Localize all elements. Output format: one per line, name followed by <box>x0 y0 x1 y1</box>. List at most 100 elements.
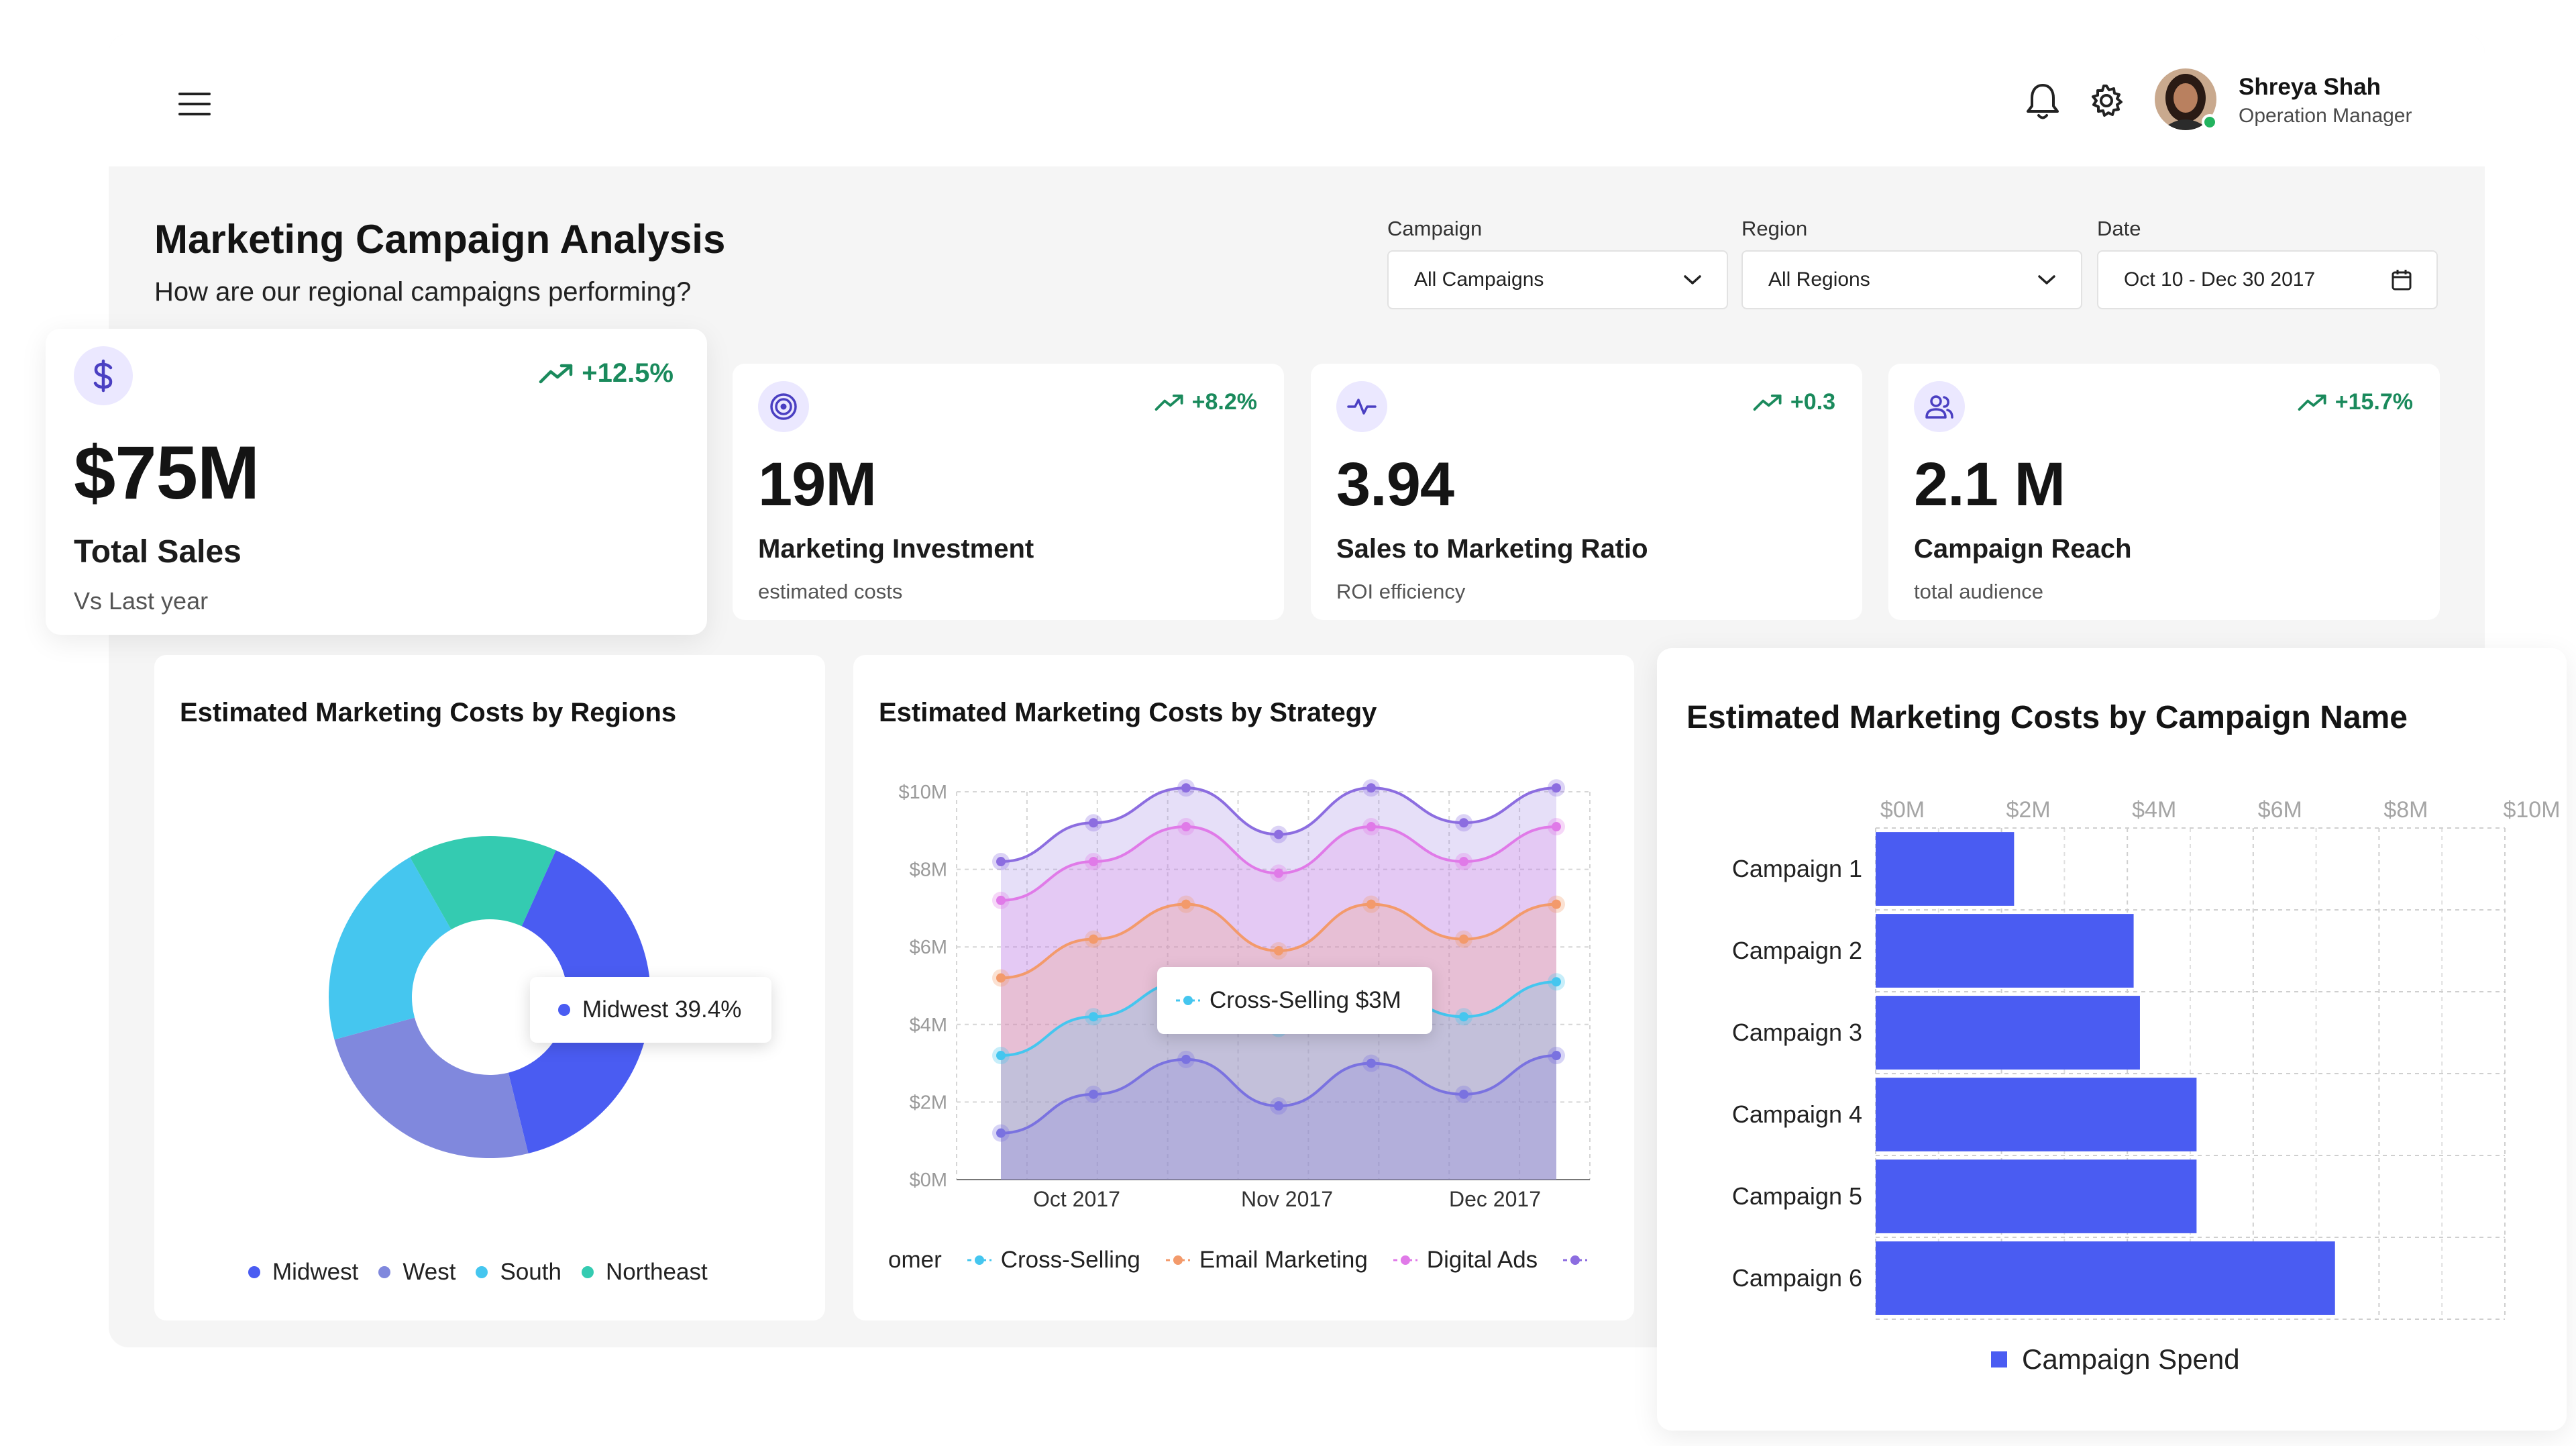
legend-label: Campaign Spend <box>2022 1343 2240 1375</box>
data-point[interactable] <box>996 895 1006 905</box>
x-tick-label: $8M <box>2383 797 2428 823</box>
data-point[interactable] <box>1089 934 1098 944</box>
kpi-card-sales-marketing-ratio: +0.3 3.94 Sales to Marketing Ratio ROI e… <box>1311 364 1862 620</box>
data-point[interactable] <box>1552 899 1561 909</box>
chevron-down-icon <box>1684 275 1701 285</box>
online-status-indicator <box>2202 114 2218 130</box>
x-tick-label: Oct 2017 <box>1033 1187 1120 1211</box>
region-select-value: All Regions <box>1768 268 1870 291</box>
bar[interactable] <box>1876 914 2134 988</box>
bar[interactable] <box>1876 1159 2197 1233</box>
legend-item-midwest[interactable]: Midwest <box>248 1259 358 1286</box>
kpi-sublabel: ROI efficiency <box>1336 580 1466 603</box>
data-point[interactable] <box>1089 818 1098 828</box>
data-point[interactable] <box>1181 822 1191 832</box>
data-point[interactable] <box>1552 783 1561 793</box>
kpi-label: Marketing Investment <box>758 534 1034 564</box>
bar[interactable] <box>1876 1241 2335 1315</box>
users-icon <box>1914 381 1965 432</box>
data-point[interactable] <box>1181 899 1191 909</box>
data-point[interactable] <box>1274 945 1283 956</box>
data-point[interactable] <box>996 1051 1006 1061</box>
data-point[interactable] <box>1366 1058 1376 1068</box>
legend-item-truncated[interactable]: omer <box>888 1247 942 1274</box>
legend-marker-icon <box>1563 1255 1588 1265</box>
kpi-delta: +15.7% <box>2298 389 2413 415</box>
bar[interactable] <box>1876 1078 2197 1151</box>
data-point[interactable] <box>1274 1101 1283 1111</box>
campaign-select-value: All Campaigns <box>1414 268 1544 291</box>
data-point[interactable] <box>996 857 1006 867</box>
data-point[interactable] <box>1181 1054 1191 1064</box>
date-range-picker[interactable]: Oct 10 - Dec 30 2017 <box>2097 250 2438 309</box>
legend-item-email-marketing[interactable]: Email Marketing <box>1165 1247 1368 1274</box>
data-point[interactable] <box>1366 822 1376 832</box>
data-point[interactable] <box>996 1128 1006 1138</box>
legend-item-more[interactable] <box>1562 1253 1589 1267</box>
donut-slice-northeast[interactable] <box>410 836 556 930</box>
pulse-icon <box>1336 381 1387 432</box>
legend-dot <box>248 1266 260 1278</box>
kpi-card-campaign-reach: +15.7% 2.1 M Campaign Reach total audien… <box>1888 364 2440 620</box>
bar[interactable] <box>1876 832 2015 906</box>
donut-slice-west[interactable] <box>334 1017 529 1158</box>
legend-label: West <box>402 1259 456 1285</box>
donut-slice-south[interactable] <box>329 857 451 1040</box>
bar-legend: Campaign Spend <box>1991 1343 2240 1376</box>
bell-icon[interactable] <box>2023 79 2063 123</box>
legend-item-northeast[interactable]: Northeast <box>581 1259 708 1286</box>
data-point[interactable] <box>1459 1012 1468 1022</box>
legend-item-digital-ads[interactable]: Digital Ads <box>1392 1247 1538 1274</box>
dollar-icon <box>74 346 133 405</box>
data-point[interactable] <box>1274 829 1283 839</box>
legend-label: Northeast <box>605 1259 708 1285</box>
data-point[interactable] <box>1459 934 1468 944</box>
data-point[interactable] <box>1089 857 1098 867</box>
data-point[interactable] <box>1089 1089 1098 1099</box>
legend-item-cross-selling[interactable]: Cross-Selling <box>966 1247 1140 1274</box>
data-point[interactable] <box>1552 977 1561 987</box>
data-point[interactable] <box>1366 899 1376 909</box>
kpi-label: Campaign Reach <box>1914 534 2132 564</box>
campaign-filter-label: Campaign <box>1387 217 1483 240</box>
data-point[interactable] <box>1366 783 1376 793</box>
tooltip-text: Cross-Selling $3M <box>1210 987 1401 1013</box>
legend-label: Cross-Selling <box>1000 1247 1140 1273</box>
kpi-value: $75M <box>74 431 260 515</box>
data-point[interactable] <box>996 973 1006 983</box>
date-range-value: Oct 10 - Dec 30 2017 <box>2124 268 2316 291</box>
menu-icon[interactable] <box>171 84 218 124</box>
data-point[interactable] <box>1459 857 1468 867</box>
gear-icon[interactable] <box>2086 81 2127 121</box>
data-point[interactable] <box>1552 1051 1561 1061</box>
data-point[interactable] <box>1552 822 1561 832</box>
data-point[interactable] <box>1459 1089 1468 1099</box>
legend-item-west[interactable]: West <box>378 1259 455 1286</box>
data-point[interactable] <box>1459 818 1468 828</box>
legend-item-south[interactable]: South <box>476 1259 561 1286</box>
calendar-icon <box>2392 270 2412 291</box>
target-icon <box>758 381 809 432</box>
kpi-value: 2.1 M <box>1914 450 2065 519</box>
legend-item-campaign-spend[interactable]: Campaign Spend <box>1991 1343 2240 1376</box>
data-point[interactable] <box>1181 783 1191 793</box>
strategy-chart-card: Estimated Marketing Costs by Strategy $0… <box>853 655 1634 1321</box>
trend-up-icon <box>1753 394 1782 411</box>
legend-marker-icon <box>1393 1255 1417 1265</box>
legend-dot <box>476 1266 488 1278</box>
x-tick-label: Dec 2017 <box>1449 1187 1541 1211</box>
area-fill <box>1001 1055 1556 1180</box>
kpi-delta: +0.3 <box>1753 389 1835 415</box>
campaign-select[interactable]: All Campaigns <box>1387 250 1728 309</box>
date-filter-label: Date <box>2097 217 2141 240</box>
data-point[interactable] <box>1089 1012 1098 1022</box>
y-tick-label: $2M <box>910 1092 947 1113</box>
region-select[interactable]: All Regions <box>1741 250 2082 309</box>
user-role: Operation Manager <box>2239 105 2412 127</box>
kpi-sublabel: Vs Last year <box>74 587 209 615</box>
chevron-down-icon <box>2038 275 2055 285</box>
data-point[interactable] <box>1274 868 1283 878</box>
chart-title: Estimated Marketing Costs by Strategy <box>879 698 1377 727</box>
bar[interactable] <box>1876 996 2140 1070</box>
user-name: Shreya Shah <box>2239 74 2381 100</box>
